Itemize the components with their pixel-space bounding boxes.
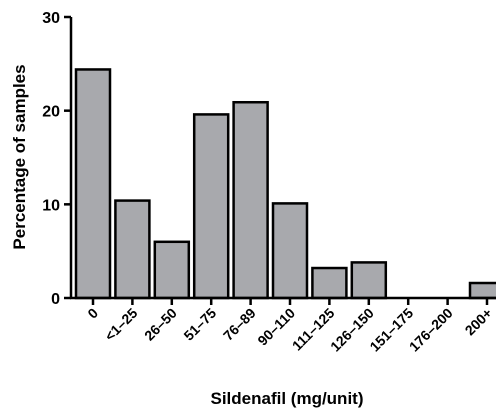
bar-10 — [468, 281, 496, 300]
y-axis-title: Percentage of samples — [10, 64, 29, 249]
y-tick-label-0: 0 — [51, 291, 60, 308]
y-tick-label-20: 20 — [42, 104, 60, 121]
bar-0 — [74, 68, 112, 300]
bar-6 — [311, 266, 348, 300]
x-tick-label-2: 26–50 — [141, 305, 180, 344]
y-tick-label-30: 30 — [42, 10, 60, 27]
x-tick-label-0: 0 — [84, 305, 101, 322]
x-tick-label-9: 176–200 — [406, 305, 456, 355]
x-tick-label-10: 200+ — [462, 305, 496, 339]
x-tick-label-3: 51–75 — [180, 305, 219, 344]
bars-group — [74, 68, 496, 300]
y-tick-label-10: 10 — [42, 197, 60, 214]
x-axis: 0 <1–25 26–50 51–75 76–8990–110111–125126–15… — [70, 296, 496, 355]
bar-5 — [271, 202, 309, 300]
bar-4 — [232, 100, 269, 300]
y-axis: 0 10 20 30 — [42, 10, 73, 308]
bar-7 — [350, 261, 388, 300]
bar-1 — [114, 199, 151, 300]
bar-3 — [192, 113, 230, 300]
bar-2 — [153, 240, 191, 300]
x-tick-label-4: 76–89 — [220, 305, 259, 344]
x-axis-title: Sildenafil (mg/unit) — [211, 389, 364, 408]
x-tick-label-1: <1–25 — [101, 305, 140, 344]
